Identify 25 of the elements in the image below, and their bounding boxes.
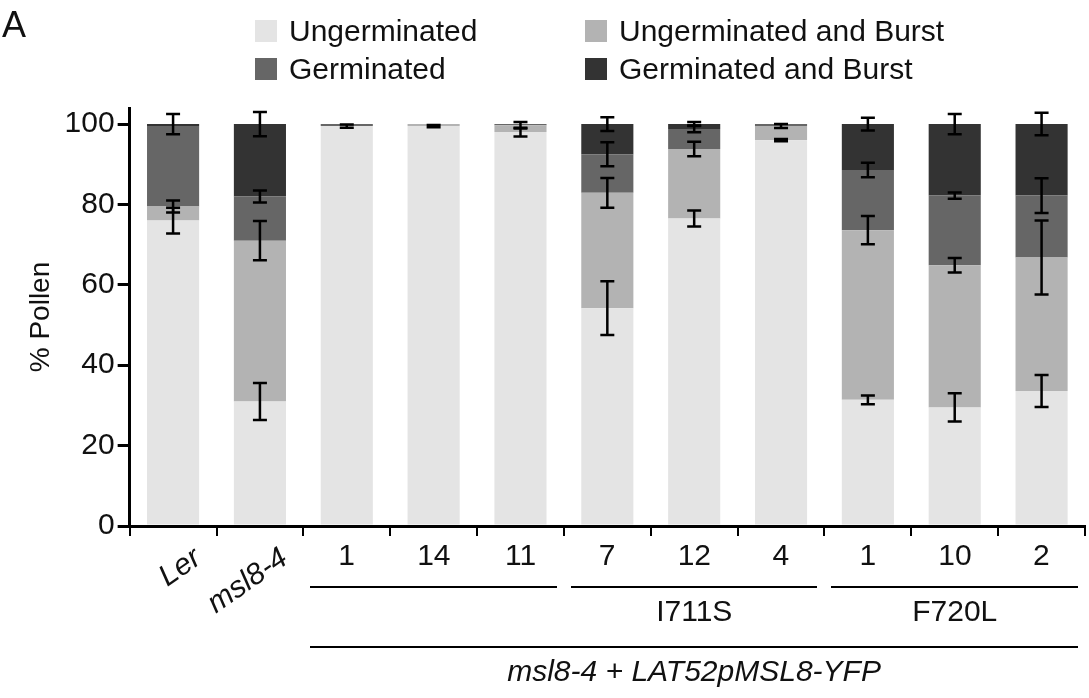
- text: msl8-4 + LAT52pMSL8-YFP: [507, 654, 881, 688]
- x-tick-label: Ler: [151, 540, 207, 593]
- x-tick-label: 7: [598, 538, 616, 572]
- text: A: [2, 4, 27, 46]
- text: I711S: [656, 594, 733, 628]
- legend-label: Ungerminated: [288, 14, 479, 48]
- y-tick-label: 40: [81, 346, 115, 380]
- y-axis-title: % Pollen: [23, 261, 55, 373]
- x-tick-label: 12: [677, 538, 712, 572]
- x-tick-label: 2: [1033, 538, 1050, 572]
- y-tick-label: 100: [64, 105, 115, 139]
- y-tick-label: 0: [97, 507, 115, 541]
- x-tick-label: 4: [772, 538, 790, 572]
- y-tick-label: 60: [81, 266, 115, 300]
- legend-label: Germinated: [288, 52, 447, 86]
- x-tick-label: 10: [938, 538, 972, 572]
- text: F720L: [912, 594, 998, 628]
- x-tick-label: 11: [504, 538, 537, 572]
- x-tick-label: 1: [859, 538, 877, 572]
- y-tick-label: 80: [81, 185, 115, 219]
- x-tick-label: 14: [417, 538, 451, 572]
- y-tick-label: 20: [81, 426, 115, 460]
- legend-label: Germinated and Burst: [618, 52, 914, 86]
- legend-label: Ungerminated and Burst: [618, 14, 946, 48]
- x-tick-label: 1: [338, 538, 355, 572]
